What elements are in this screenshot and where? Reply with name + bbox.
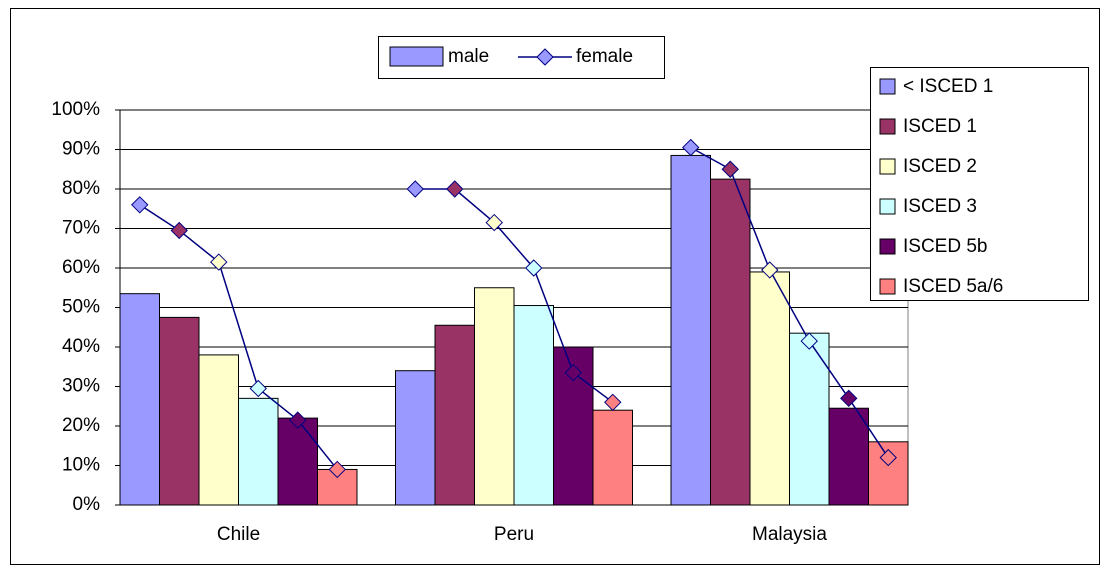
female-marker	[604, 393, 622, 412]
bar	[670, 154, 711, 506]
x-tick-label: Chile	[217, 524, 260, 545]
legend-swatch	[879, 118, 896, 135]
female-line	[139, 204, 338, 470]
bar	[592, 409, 633, 506]
female-marker	[840, 389, 858, 408]
y-tick-label: 40%	[62, 336, 100, 357]
female-marker	[761, 261, 779, 279]
legend-box	[870, 67, 1089, 301]
female-marker	[210, 253, 228, 271]
bar	[277, 417, 318, 506]
bar	[159, 316, 200, 506]
legend-label: < ISCED 1	[903, 76, 993, 97]
bar	[513, 305, 554, 506]
y-tick-label: 0%	[73, 494, 101, 515]
female-marker	[525, 259, 543, 277]
bar	[710, 178, 751, 506]
legend-swatch	[879, 158, 896, 175]
bar	[749, 271, 790, 506]
female-marker	[249, 379, 267, 398]
y-tick-label: 20%	[62, 415, 100, 436]
legend-label: ISCED 5a/6	[903, 276, 1003, 297]
female-marker	[406, 180, 424, 198]
y-tick-label: 100%	[51, 99, 100, 120]
female-marker	[485, 213, 503, 232]
legend-label: ISCED 3	[903, 196, 977, 217]
female-marker	[328, 460, 346, 479]
legend-label: ISCED 1	[903, 116, 977, 137]
legend-swatch	[879, 78, 896, 95]
bar	[395, 370, 436, 506]
legend-label: female	[576, 46, 633, 67]
bar	[789, 332, 830, 506]
bar	[474, 287, 515, 506]
bar	[198, 354, 239, 506]
female-marker	[446, 180, 464, 198]
legend-swatch	[389, 46, 444, 67]
legend-swatch	[879, 278, 896, 295]
legend-label: male	[448, 46, 489, 67]
legend-swatch	[879, 238, 896, 255]
legend-label: ISCED 5b	[903, 236, 987, 257]
legend-marker	[536, 48, 554, 66]
y-tick-label: 60%	[62, 257, 100, 278]
female-marker	[131, 196, 149, 214]
y-tick-label: 90%	[62, 139, 100, 160]
female-marker	[289, 411, 307, 429]
legend-label: ISCED 2	[903, 156, 977, 177]
x-tick-label: Peru	[494, 524, 534, 545]
bar	[434, 324, 475, 506]
y-tick-label: 10%	[62, 455, 100, 476]
female-marker	[170, 221, 188, 240]
y-tick-label: 80%	[62, 178, 100, 199]
female-marker	[879, 448, 897, 467]
female-marker	[682, 138, 700, 157]
x-tick-label: Malaysia	[752, 524, 827, 545]
female-line	[690, 146, 889, 459]
bar	[238, 397, 279, 506]
female-marker	[564, 363, 582, 382]
female-marker	[800, 332, 818, 350]
bar	[828, 407, 869, 506]
y-tick-label: 50%	[62, 297, 100, 318]
female-marker	[721, 160, 739, 178]
y-tick-label: 70%	[62, 218, 100, 239]
bar	[119, 293, 160, 506]
y-tick-label: 30%	[62, 376, 100, 397]
legend-swatch	[879, 198, 896, 215]
